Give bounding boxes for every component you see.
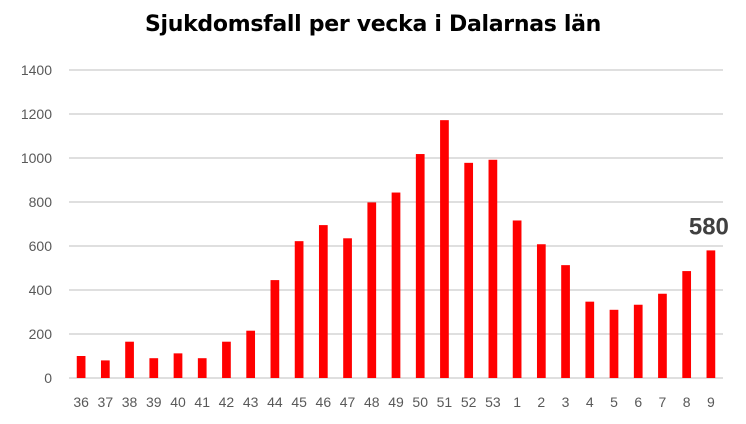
bar-week-48: [367, 202, 377, 378]
x-tick-label: 44: [267, 394, 283, 410]
bar-week-40: [173, 353, 183, 378]
x-tick-label: 43: [243, 394, 259, 410]
x-axis-tick-labels: 36 37 38 39 40 41 42 43 44 45 46 47 48 49 50 51 52 53 1 2 3 4…: [73, 394, 715, 410]
x-tick-label: 37: [98, 394, 114, 410]
x-tick-label: 42: [219, 394, 235, 410]
x-tick-label: 47: [340, 394, 356, 410]
bar-week-49: [391, 192, 401, 378]
chart-title: Sjukdomsfall per vecka i Dalarnas län: [144, 12, 602, 37]
bar-week-6: [633, 304, 643, 378]
x-tick-label: 50: [412, 394, 428, 410]
bar-week-50: [415, 154, 425, 378]
y-tick-label: 600: [29, 238, 53, 254]
bar-week-47: [343, 238, 352, 378]
x-tick-label: 39: [146, 394, 162, 410]
x-tick-label: 5: [610, 394, 618, 410]
bar-week-8: [682, 271, 692, 378]
x-tick-label: 45: [291, 394, 307, 410]
x-tick-label: 2: [537, 394, 545, 410]
bar-week-43: [246, 330, 256, 378]
y-axis-tick-labels: 0 200 400 600 800 1000 1200 1400: [21, 62, 52, 386]
bar-week-5: [609, 309, 619, 378]
x-tick-label: 49: [388, 394, 404, 410]
x-tick-label: 53: [485, 394, 501, 410]
x-tick-label: 48: [364, 394, 380, 410]
y-tick-label: 1400: [21, 62, 52, 78]
y-tick-label: 1200: [21, 106, 52, 122]
bar-week-41: [197, 358, 207, 378]
annotations: 580: [689, 213, 729, 240]
x-tick-label: 51: [437, 394, 453, 410]
bar-week-51: [440, 120, 449, 378]
bar-week-9: [706, 250, 716, 378]
x-tick-label: 3: [562, 394, 570, 410]
bar-week-3: [561, 265, 570, 378]
x-tick-label: 46: [316, 394, 332, 410]
x-tick-label: 8: [683, 394, 691, 410]
bar-week-45: [294, 241, 304, 378]
bar-week-7: [658, 293, 667, 378]
bar-week-1: [512, 220, 522, 378]
data-label-annotation: 580: [689, 213, 729, 240]
x-tick-label: 7: [659, 394, 667, 410]
bars: [76, 120, 716, 378]
x-tick-label: 6: [634, 394, 642, 410]
bar-week-53: [488, 159, 498, 378]
bar-week-44: [270, 280, 280, 378]
bar-week-4: [585, 301, 595, 378]
bar-week-37: [100, 360, 110, 378]
bar-week-2: [536, 244, 546, 378]
y-tick-label: 200: [29, 326, 53, 342]
bar-week-36: [76, 356, 86, 378]
x-tick-label: 40: [170, 394, 186, 410]
bar-week-42: [222, 341, 231, 378]
bar-week-52: [464, 162, 474, 378]
x-tick-label: 38: [122, 394, 138, 410]
bar-week-38: [125, 341, 134, 378]
y-tick-label: 1000: [21, 150, 52, 166]
x-tick-label: 9: [707, 394, 715, 410]
bar-week-39: [149, 358, 159, 378]
y-tick-label: 0: [44, 370, 52, 386]
x-tick-label: 41: [194, 394, 210, 410]
x-tick-label: 36: [73, 394, 89, 410]
x-tick-label: 52: [461, 394, 477, 410]
y-tick-label: 400: [29, 282, 53, 298]
x-tick-label: 4: [586, 394, 594, 410]
bar-week-46: [318, 225, 328, 378]
y-tick-label: 800: [29, 194, 53, 210]
x-tick-label: 1: [513, 394, 521, 410]
